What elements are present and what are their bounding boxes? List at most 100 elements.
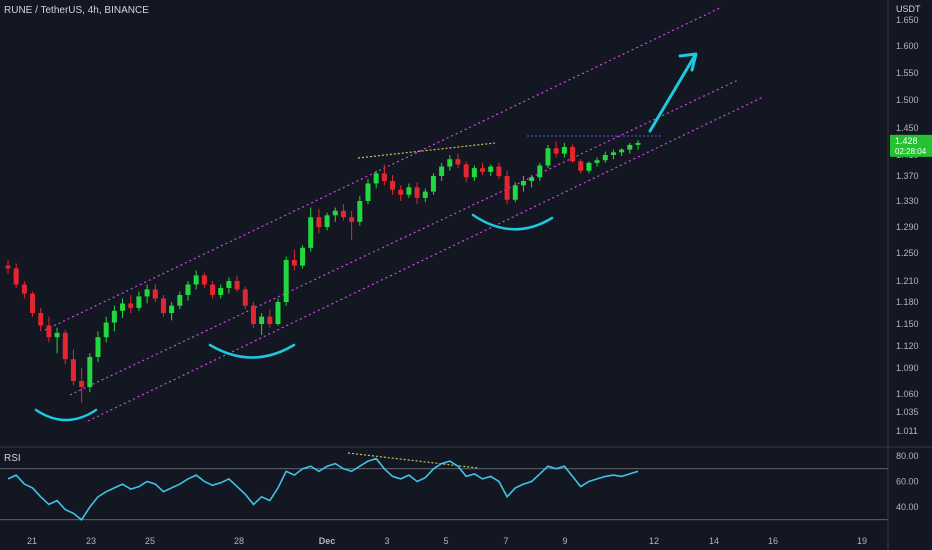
rsi-tick-label: 40.00 [896,502,919,512]
candle [128,295,134,313]
price-tick-label: 1.180 [896,297,919,307]
candle-body [553,148,559,154]
candle-body [594,160,600,163]
time-tick-label: 9 [562,536,567,546]
candle [414,182,420,205]
candle [152,284,158,302]
price-axis-unit: USDT [896,4,921,14]
candle-body [234,281,240,290]
price-tick-label: 1.290 [896,222,919,232]
resistance-trendline[interactable] [357,142,496,159]
time-tick-label: 16 [768,536,778,546]
candle-body [226,281,232,288]
candle-body [160,298,166,313]
candle [340,204,346,221]
candle [38,307,44,332]
candle-body [267,316,273,324]
candle-body [210,284,216,295]
candle-body [250,305,256,324]
candle [496,162,502,180]
candle-body [365,183,371,201]
candle [103,316,109,343]
candle-body [242,289,248,306]
last-price-value: 1.428 [895,136,918,146]
candle [177,291,183,310]
rsi-tick-label: 80.00 [896,451,919,461]
rsi-indicator-label[interactable]: RSI [4,453,21,464]
candle-body [406,187,412,195]
candles-layer [5,140,641,403]
candle-body [21,284,27,294]
candle-body [291,260,297,266]
candle [488,164,494,176]
candle [70,349,76,386]
candle-body [218,288,224,295]
candle-countdown: 02:28:04 [895,147,927,156]
time-tick-label: 28 [234,536,244,546]
drawings-layer[interactable] [34,6,764,469]
candle-body [308,217,314,248]
rounded-bottom-curve[interactable] [34,408,98,422]
candle [570,144,576,163]
price-tick-label: 1.250 [896,248,919,258]
candle [218,284,224,299]
candle-body [120,303,126,311]
candle-body [447,159,453,167]
candle [561,142,567,158]
candle [21,281,27,299]
candle-body [316,217,322,227]
candle [120,298,126,319]
last-price-badge [890,134,932,157]
time-tick-label: 21 [27,536,37,546]
candle-body [488,166,494,172]
candle [553,141,559,158]
candle [504,170,510,205]
candle [619,148,625,157]
candle [226,277,232,294]
price-tick-label: 1.370 [896,171,919,181]
candle [586,161,592,174]
candle [250,302,256,328]
symbol-title[interactable]: RUNE / TetherUS, 4h, BINANCE [4,5,149,16]
price-tick-label: 1.550 [896,68,919,78]
rsi-line [7,457,639,521]
candle [471,165,477,181]
candle-body [152,289,158,299]
candle-body [471,168,477,178]
candle-body [136,296,142,308]
candle-body [38,313,44,326]
bullish-arrow-head[interactable] [678,52,698,72]
candle-body [414,187,420,198]
candle-body [529,177,535,181]
candle-body [128,303,134,308]
candle [13,263,19,288]
candle [512,182,518,203]
candle [455,153,461,169]
price-tick-label: 1.090 [896,363,919,373]
candle-body [144,289,150,297]
rounded-bottom-curve[interactable] [208,343,296,359]
time-tick-label: 19 [857,536,867,546]
channel-line[interactable] [44,6,723,331]
price-tick-label: 1.600 [896,41,919,51]
candle [160,295,166,317]
bullish-arrow-shaft[interactable] [648,55,696,133]
candle-body [463,164,469,178]
candle [545,144,551,169]
candle-body [13,268,19,285]
candle-body [95,337,101,357]
time-tick-label: Dec [319,536,336,546]
rounded-bottom-curve[interactable] [471,213,554,231]
candle-body [79,381,85,388]
candle [193,270,199,290]
candle [520,176,526,192]
candle [316,208,322,234]
candle [144,284,150,304]
candle-body [54,332,60,338]
candle-body [512,185,518,200]
channel-line[interactable] [69,79,739,396]
candle [447,155,453,171]
candle [300,245,306,269]
candle-body [46,325,52,338]
